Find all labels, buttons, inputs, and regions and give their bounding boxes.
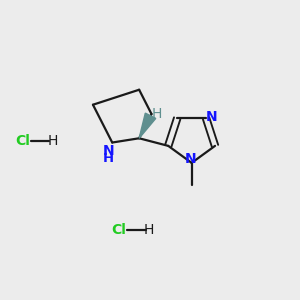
Text: H: H: [152, 107, 162, 121]
Text: Cl: Cl: [15, 134, 30, 148]
Text: Cl: Cl: [111, 223, 126, 236]
Text: N: N: [103, 144, 114, 158]
Text: H: H: [47, 134, 58, 148]
Text: H: H: [103, 152, 114, 165]
Polygon shape: [139, 113, 156, 138]
Text: N: N: [206, 110, 217, 124]
Text: H: H: [143, 223, 154, 236]
Text: N: N: [184, 152, 196, 166]
